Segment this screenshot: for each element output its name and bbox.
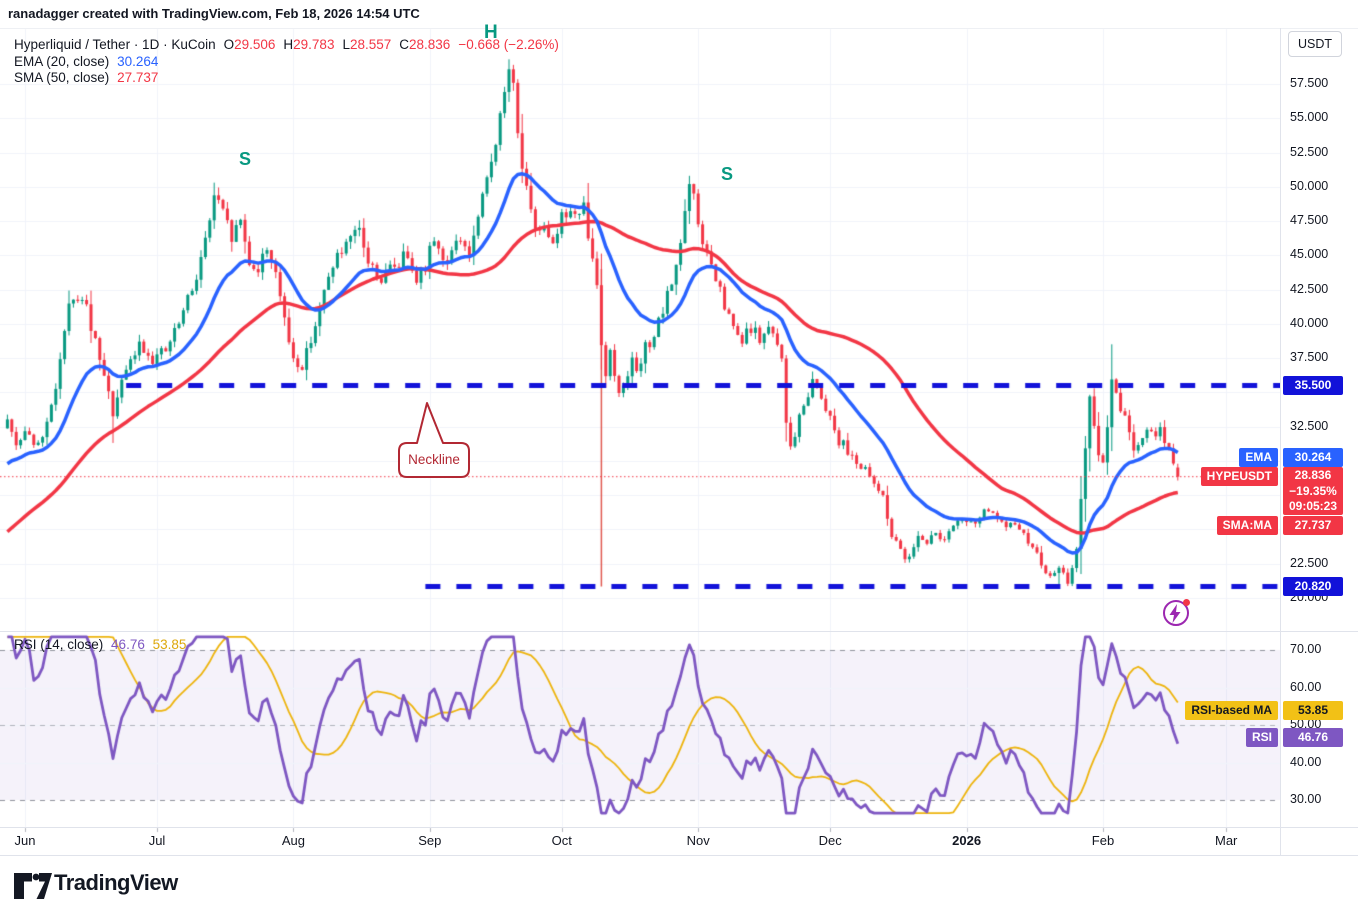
ema-legend[interactable]: EMA (20, close) 30.264	[14, 54, 158, 69]
sma-legend[interactable]: SMA (50, close) 27.737	[14, 70, 158, 85]
ema-legend-label: EMA (20, close)	[14, 54, 110, 69]
ohlc-high: H29.783	[283, 37, 335, 52]
tradingview-logo-text: TradingView	[54, 870, 178, 895]
ohlc-close: C28.836	[399, 37, 451, 52]
time-axis[interactable]	[0, 827, 1358, 855]
pane-top-border	[0, 28, 1358, 29]
left-shoulder-label[interactable]: S	[239, 149, 252, 169]
ohlc-low: L28.557	[342, 37, 392, 52]
rsi-legend-label: RSI (14, close)	[14, 637, 104, 652]
tradingview-logo-icon	[14, 873, 52, 899]
ema-legend-value: 30.264	[117, 54, 159, 69]
sma-legend-label: SMA (50, close)	[14, 70, 110, 85]
flash-icon[interactable]	[1160, 596, 1196, 632]
symbol-legend[interactable]: Hyperliquid / Tether · 1D · KuCoin O29.50…	[14, 37, 559, 52]
right-shoulder-label[interactable]: S	[721, 164, 734, 184]
neckline-callout[interactable]	[390, 395, 482, 487]
time-axis-bottom-border	[0, 855, 1358, 856]
sma-legend-value: 27.737	[117, 70, 159, 85]
head-label[interactable]: H	[484, 22, 498, 43]
neckline-callout-shape	[398, 402, 470, 478]
price-axis-border	[1280, 28, 1281, 855]
price-axis[interactable]	[1280, 28, 1358, 827]
ohlc-open: O29.506	[223, 37, 276, 52]
rsi-bottom-border	[0, 827, 1358, 828]
symbol-title: Hyperliquid / Tether · 1D · KuCoin	[14, 37, 216, 52]
change-value: −0.668 (−2.26%)	[458, 37, 559, 52]
pane-separator[interactable]	[0, 631, 1358, 632]
rsi-legend[interactable]: RSI (14, close) 46.76 53.85	[14, 637, 186, 652]
price-unit-button[interactable]: USDT	[1288, 31, 1342, 57]
notification-dot	[1183, 599, 1190, 606]
neckline-label: Neckline	[408, 452, 460, 467]
main-chart-canvas[interactable]	[0, 0, 1280, 855]
rsi-ma-legend-value: 53.85	[152, 637, 187, 652]
rsi-legend-value: 46.76	[111, 637, 145, 652]
